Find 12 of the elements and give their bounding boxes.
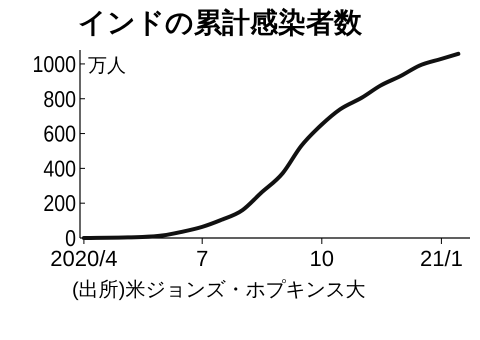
y-axis-title: 万人 [88,56,126,77]
x-tick-label: 10 [310,246,334,271]
chart-title: インドの累計感染者数 [78,7,363,38]
y-tick-label: 800 [43,86,76,112]
x-tick-label: 21/1 [420,246,463,271]
line-series [82,52,460,240]
x-tick-label: 7 [196,246,208,271]
y-tick-label: 1000 [32,52,76,78]
text: (出所)米ジョンズ・ホプキンス大 [72,279,366,301]
y-tick-label: 600 [43,121,76,147]
y-tick-label: 200 [43,190,76,217]
y-tick-label: 400 [43,156,76,182]
